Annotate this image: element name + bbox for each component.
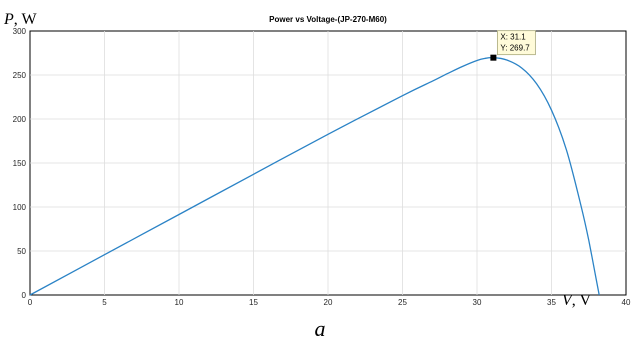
y-tick-label: 250 (13, 71, 27, 80)
x-tick-label: 35 (547, 298, 556, 307)
x-tick-label: 0 (28, 298, 33, 307)
x-axis-variable: V (562, 292, 574, 309)
x-tick-label: 20 (324, 298, 333, 307)
x-tick-labels: 0 5 10 15 20 25 30 35 40 (28, 298, 631, 307)
x-tick-label: 5 (102, 298, 107, 307)
y-axis-variable: P (3, 11, 14, 28)
y-tick-label: 100 (13, 203, 27, 212)
x-axis-label: V, V (562, 292, 591, 309)
x-tick-label: 30 (473, 298, 482, 307)
datatip[interactable]: X: 31.1 Y: 269.7 (496, 30, 536, 56)
y-tick-label: 150 (13, 159, 27, 168)
series-line (29, 56, 600, 296)
x-tick-label: 25 (398, 298, 407, 307)
datatip-y-text: Y: 269.7 (500, 44, 530, 53)
y-tick-label: 200 (13, 115, 27, 124)
x-tick-label: 15 (249, 298, 258, 307)
y-tick-label: 50 (17, 247, 26, 256)
x-tick-label: 10 (175, 298, 184, 307)
y-axis-unit: , W (14, 11, 38, 28)
datatip-box (496, 30, 536, 56)
x-axis-unit: , V (572, 292, 592, 309)
y-tick-label: 300 (13, 27, 27, 36)
grid-lines (30, 31, 626, 295)
y-tick-label: 0 (22, 291, 27, 300)
y-tick-labels: 0 50 100 150 200 250 300 (13, 27, 27, 300)
datatip-x-text: X: 31.1 (500, 33, 526, 42)
y-axis-label: P, W (3, 11, 37, 28)
datatip-marker[interactable] (490, 54, 497, 61)
chart-title: Power vs Voltage-(JP-270-M60) (269, 15, 387, 24)
figure-caption: a (315, 316, 326, 341)
x-tick-label: 40 (622, 298, 631, 307)
